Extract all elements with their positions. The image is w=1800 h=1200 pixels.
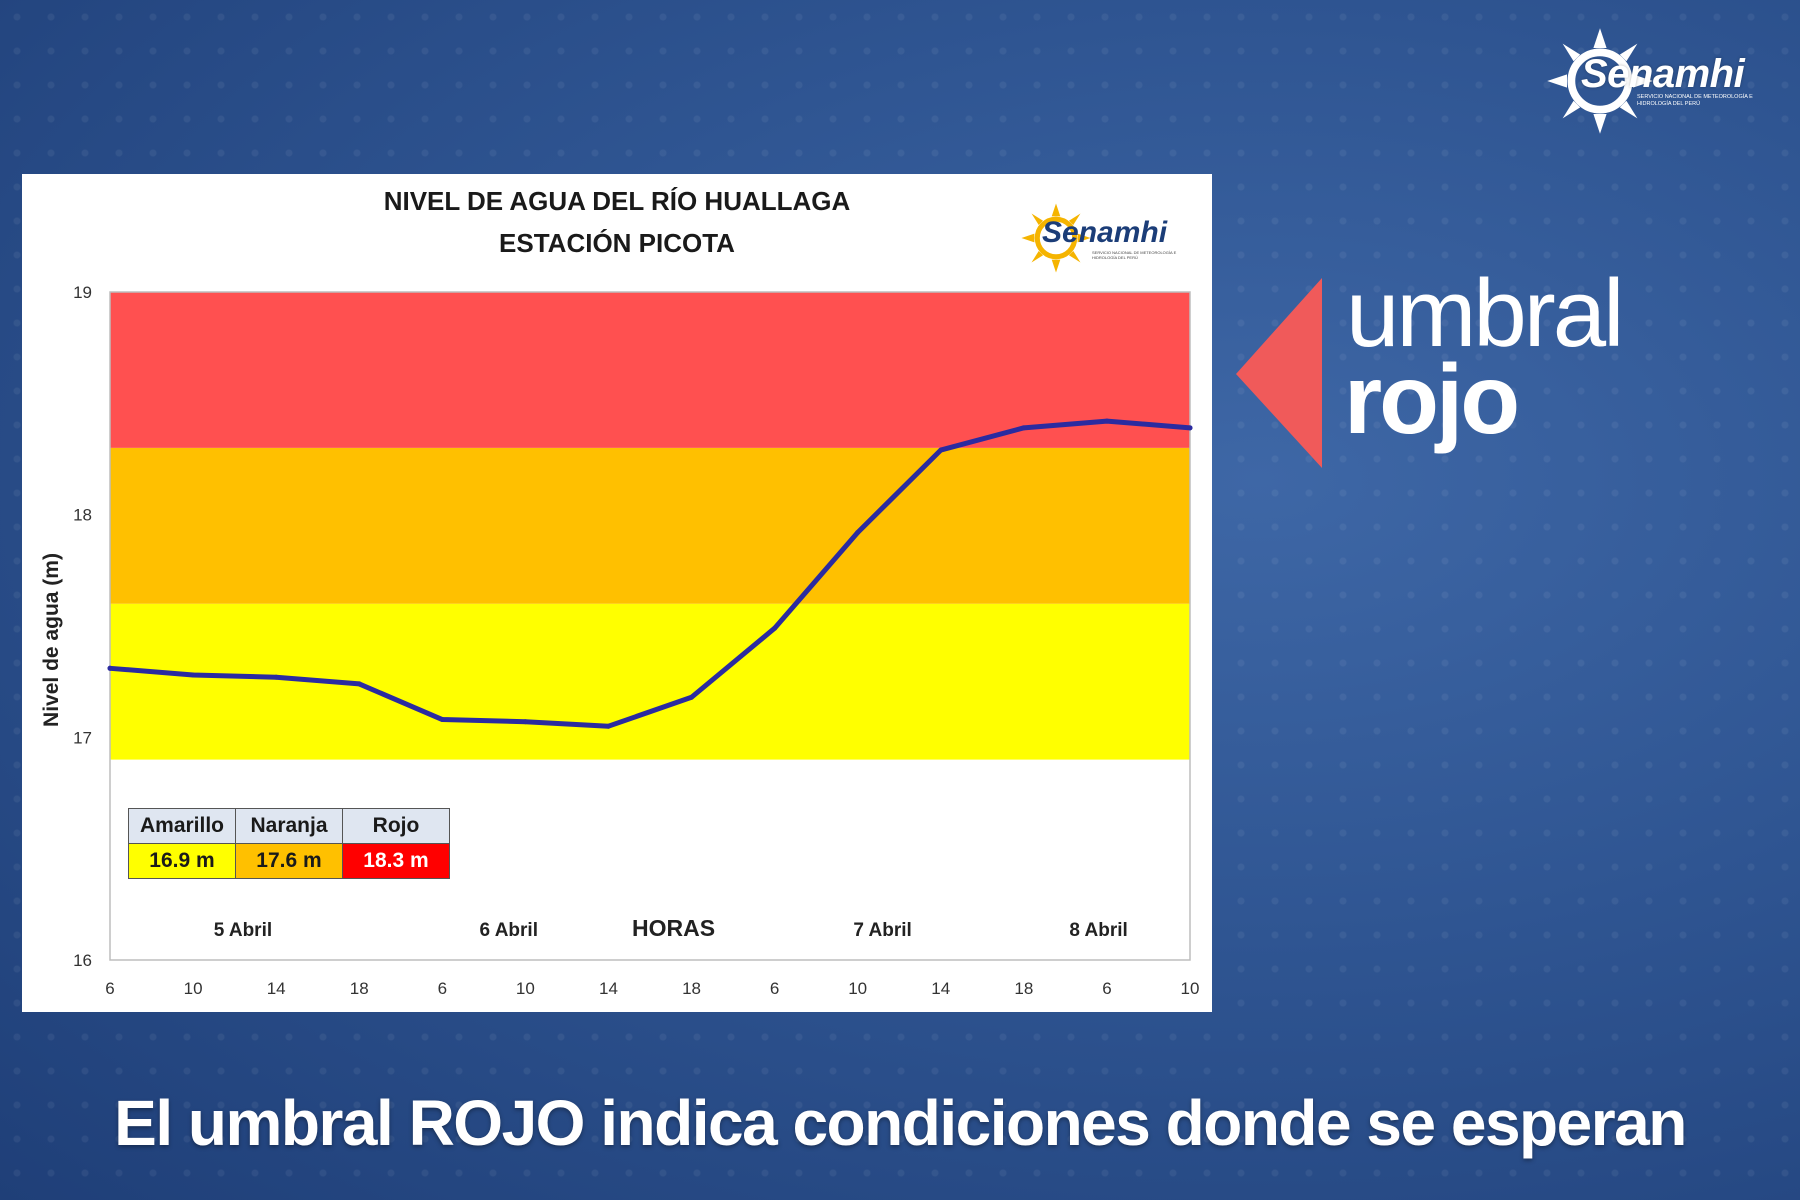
chart-logo-subtitle: Servicio Nacional de Meteorología e Hidr… bbox=[1092, 250, 1177, 260]
day-label: 7 Abril bbox=[853, 920, 911, 941]
x-tick-label: 6 bbox=[438, 979, 447, 998]
badge-line-2: rojo bbox=[1344, 344, 1520, 454]
x-tick-label: 18 bbox=[682, 979, 701, 998]
data-point bbox=[1187, 425, 1193, 431]
legend-value-rojo: 18.3 m bbox=[342, 843, 450, 879]
x-tick-label: 10 bbox=[184, 979, 203, 998]
brand-subtitle: Servicio Nacional de Meteorología e Hidr… bbox=[1637, 94, 1753, 107]
x-tick-label: 10 bbox=[1181, 979, 1200, 998]
plot-frame bbox=[109, 291, 1191, 961]
chart-title: NIVEL DE AGUA DEL RÍO HUALLAGA bbox=[383, 186, 851, 216]
umbral-rojo-badge: umbral rojo bbox=[1236, 266, 1656, 472]
x-axis-title: HORAS bbox=[632, 915, 715, 941]
data-point bbox=[605, 723, 611, 729]
x-tick-label: 10 bbox=[516, 979, 535, 998]
x-tick-label: 6 bbox=[105, 979, 114, 998]
y-tick-label: 17 bbox=[73, 728, 92, 747]
threshold-band-amarillo bbox=[110, 603, 1190, 760]
badge-line-1: umbral bbox=[1346, 260, 1624, 367]
data-point bbox=[772, 625, 778, 631]
brand-name: Senamhi bbox=[1581, 52, 1745, 96]
x-tick-label: 10 bbox=[848, 979, 867, 998]
data-point bbox=[1021, 425, 1027, 431]
y-tick-label: 19 bbox=[73, 283, 92, 302]
x-tick-label: 6 bbox=[1102, 979, 1111, 998]
series-line bbox=[107, 418, 1193, 729]
legend-header-amarillo: Amarillo bbox=[128, 808, 236, 844]
x-tick-label: 18 bbox=[1014, 979, 1033, 998]
senamhi-logo: Senamhi Servicio Nacional de Meteorologí… bbox=[1545, 26, 1765, 136]
data-point bbox=[522, 719, 528, 725]
water-level-chart: 16 17 18 19 6 10 14 18 6 10 14 18 6 10 14 18 6 10 5 Abril 6… bbox=[40, 283, 1200, 998]
legend-value-naranja: 17.6 m bbox=[235, 843, 343, 879]
sun-icon bbox=[1547, 28, 1653, 134]
chart-card: 16 17 18 19 6 10 14 18 6 10 14 18 6 10 14 18 6 10 5 Abril 6… bbox=[22, 174, 1212, 1012]
red-arrow-icon bbox=[1236, 278, 1322, 468]
x-tick-label: 14 bbox=[267, 979, 286, 998]
data-point bbox=[190, 672, 196, 678]
chart-logo-name: Senamhi bbox=[1042, 216, 1168, 249]
data-point bbox=[107, 665, 113, 671]
x-tick-label: 6 bbox=[770, 979, 779, 998]
day-label: 5 Abril bbox=[214, 920, 272, 941]
y-tick-label: 18 bbox=[73, 506, 92, 525]
data-point bbox=[855, 529, 861, 535]
x-tick-label: 14 bbox=[599, 979, 618, 998]
data-point bbox=[689, 694, 695, 700]
senamhi-chart-logo: Senamhi Servicio Nacional de Meteorologí… bbox=[1020, 202, 1190, 274]
legend-header-rojo: Rojo bbox=[342, 808, 450, 844]
data-point bbox=[273, 674, 279, 680]
y-axis-title: Nivel de agua (m) bbox=[40, 553, 63, 727]
threshold-band-rojo bbox=[110, 292, 1190, 448]
threshold-legend: Amarillo Naranja Rojo 16.9 m 17.6 m 18.3… bbox=[128, 808, 450, 879]
sun-icon bbox=[1021, 203, 1091, 273]
legend-value-amarillo: 16.9 m bbox=[128, 843, 236, 879]
day-label: 8 Abril bbox=[1069, 920, 1127, 941]
caption-text: El umbral ROJO indica condiciones donde … bbox=[114, 1087, 1687, 1159]
x-tick-label: 18 bbox=[350, 979, 369, 998]
data-point bbox=[1104, 418, 1110, 424]
data-point bbox=[356, 681, 362, 687]
threshold-band-naranja bbox=[110, 447, 1190, 604]
data-point bbox=[439, 717, 445, 723]
legend-header-naranja: Naranja bbox=[235, 808, 343, 844]
chart-subtitle: ESTACIÓN PICOTA bbox=[499, 228, 735, 258]
y-tick-label: 16 bbox=[73, 951, 92, 970]
data-point bbox=[938, 447, 944, 453]
x-tick-label: 14 bbox=[931, 979, 950, 998]
day-label: 6 Abril bbox=[480, 920, 538, 941]
